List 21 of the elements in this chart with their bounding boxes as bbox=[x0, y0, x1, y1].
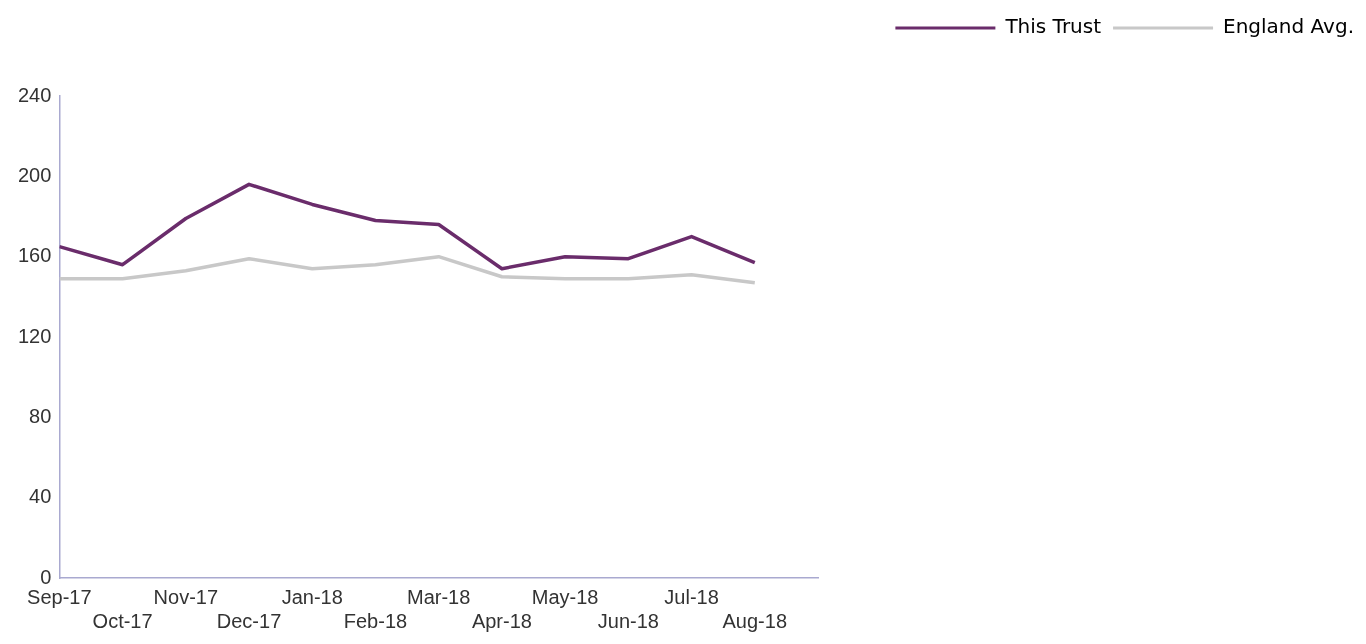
y-tick-label: 80 bbox=[29, 404, 52, 427]
y-tick-label: 40 bbox=[29, 485, 52, 508]
legend-label: This Trust bbox=[1004, 14, 1102, 39]
y-tick-label: 0 bbox=[40, 565, 52, 588]
y-tick-label: 120 bbox=[17, 324, 52, 347]
x-tick-label: Aug-18 bbox=[722, 609, 788, 632]
x-tick-label: Jan-18 bbox=[281, 585, 343, 608]
y-tick-label: 240 bbox=[17, 83, 52, 106]
y-tick-label: 160 bbox=[17, 244, 52, 267]
x-tick-label: May-18 bbox=[531, 585, 599, 608]
x-tick-label: Jul-18 bbox=[664, 585, 719, 608]
x-tick-label: Dec-17 bbox=[216, 609, 282, 632]
x-tick-label: Sep-17 bbox=[27, 585, 92, 608]
x-tick-label: Nov-17 bbox=[153, 585, 219, 608]
y-tick-label: 200 bbox=[17, 163, 52, 186]
x-tick-label: Oct-17 bbox=[92, 609, 153, 632]
x-tick-label: Mar-18 bbox=[407, 585, 471, 608]
x-tick-label: Jun-18 bbox=[597, 609, 659, 632]
x-tick-label: Apr-18 bbox=[471, 609, 532, 632]
x-tick-label: Feb-18 bbox=[343, 609, 408, 632]
legend-label: England Avg. bbox=[1223, 14, 1355, 39]
